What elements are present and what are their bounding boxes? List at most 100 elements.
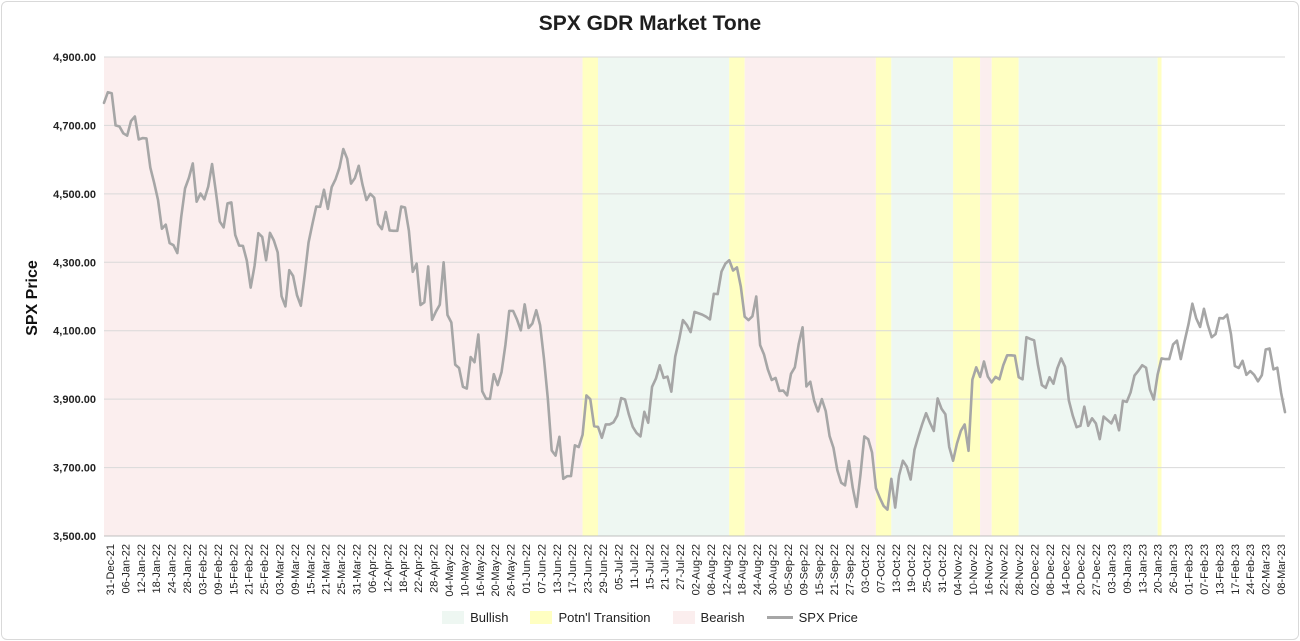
spx-point — [817, 410, 819, 413]
legend-swatch-transition — [530, 611, 553, 624]
spx-point — [226, 202, 229, 205]
x-tick-label: 07-Feb-23 — [1199, 544, 1211, 595]
spx-point — [458, 367, 460, 369]
spx-point — [902, 460, 904, 462]
spx-point — [1025, 336, 1028, 338]
spx-point — [1207, 324, 1209, 326]
spx-point — [230, 201, 232, 204]
spx-point — [547, 398, 549, 400]
x-tick-label: 21-Feb-22 — [244, 544, 256, 595]
spx-point — [427, 265, 429, 267]
region-potn-l-transition-11 — [1157, 57, 1162, 536]
spx-point — [690, 331, 692, 333]
spx-point — [624, 398, 626, 401]
spx-point — [952, 460, 954, 462]
x-tick-label: 01-Feb-23 — [1184, 544, 1196, 595]
x-tick-label: 31-Oct-22 — [937, 544, 949, 593]
x-tick-label: 25-Oct-22 — [922, 544, 934, 593]
spx-point — [126, 135, 128, 137]
spx-point — [960, 430, 962, 432]
x-tick-label: 07-Oct-22 — [875, 544, 887, 593]
spx-point — [1160, 357, 1163, 360]
y-tick-label: 4,900.00 — [53, 52, 96, 64]
x-tick-label: 02-Aug-22 — [691, 544, 703, 595]
spx-point — [373, 197, 375, 199]
spx-point — [655, 378, 657, 380]
spx-point — [1153, 398, 1155, 401]
x-tick-label: 03-Jan-23 — [1107, 544, 1119, 594]
spx-point — [767, 368, 769, 370]
spx-point — [844, 484, 846, 486]
spx-point — [574, 444, 576, 446]
spx-point — [1072, 414, 1074, 417]
spx-point — [879, 497, 881, 499]
spx-point — [1234, 365, 1236, 367]
x-tick-label: 03-Mar-22 — [274, 544, 286, 595]
x-tick-label: 01-Jun-22 — [521, 544, 533, 594]
spx-point — [1002, 364, 1004, 366]
spx-point — [234, 234, 236, 236]
spx-point — [774, 377, 777, 379]
spx-point — [1083, 406, 1085, 408]
spx-point — [1249, 370, 1251, 372]
spx-point — [543, 358, 545, 360]
grid-lines — [104, 56, 1285, 537]
spx-point — [1029, 338, 1031, 340]
legend-swatch-bullish — [442, 611, 465, 624]
spx-point — [562, 478, 564, 480]
x-tick-label: 26-Jan-23 — [1168, 544, 1180, 594]
spx-point — [1261, 374, 1263, 376]
spx-point — [1238, 367, 1240, 369]
spx-point — [1253, 374, 1255, 376]
x-tick-label: 20-Dec-22 — [1076, 544, 1088, 595]
y-tick-label: 3,700.00 — [53, 463, 96, 475]
spx-point — [682, 319, 684, 321]
spx-point — [940, 408, 943, 410]
region-potn-l-transition-3 — [729, 57, 745, 536]
spx-point — [524, 303, 526, 305]
spx-point — [913, 449, 916, 451]
x-tick-label: 17-Feb-23 — [1230, 544, 1242, 595]
spx-point — [786, 394, 788, 396]
spx-point — [608, 423, 611, 426]
spx-point — [319, 206, 321, 208]
spx-point — [358, 165, 360, 167]
region-bearish-4 — [744, 57, 876, 536]
spx-point — [307, 241, 310, 244]
spx-point — [1164, 358, 1166, 360]
spx-point — [527, 327, 530, 329]
x-tick-label: 03-Oct-22 — [860, 544, 872, 593]
spx-point — [1103, 415, 1105, 418]
x-tick-label: 28-Apr-22 — [429, 544, 441, 593]
spx-point — [176, 252, 178, 254]
region-bullish-6 — [891, 57, 954, 536]
x-tick-label: 30-Aug-22 — [768, 544, 780, 595]
spx-point — [315, 205, 317, 208]
spx-point — [493, 373, 495, 375]
spx-series — [102, 90, 1287, 511]
spx-point — [1130, 391, 1132, 393]
spx-point — [663, 377, 665, 379]
spx-point — [759, 344, 761, 346]
spx-point — [554, 455, 557, 457]
spx-point — [385, 211, 387, 213]
x-tick-label: 08-Dec-22 — [1045, 544, 1057, 595]
spx-point — [937, 397, 939, 400]
spx-point — [103, 102, 105, 104]
spx-point — [744, 316, 746, 318]
tone-regions — [104, 57, 1162, 536]
x-tick-label: 10-Nov-22 — [968, 544, 980, 595]
x-tick-label: 11-Jul-22 — [629, 544, 641, 589]
spx-point — [894, 507, 896, 509]
x-tick-label: 25-Feb-22 — [259, 544, 271, 595]
spx-point — [578, 446, 580, 448]
region-potn-l-transition-9 — [991, 57, 1019, 536]
spx-point — [558, 436, 561, 438]
spx-point — [520, 329, 522, 331]
spx-point — [462, 386, 464, 388]
spx-point — [257, 232, 259, 234]
spx-point — [674, 356, 676, 358]
spx-point — [813, 399, 815, 402]
x-tick-label: 17-Jun-22 — [567, 544, 579, 594]
